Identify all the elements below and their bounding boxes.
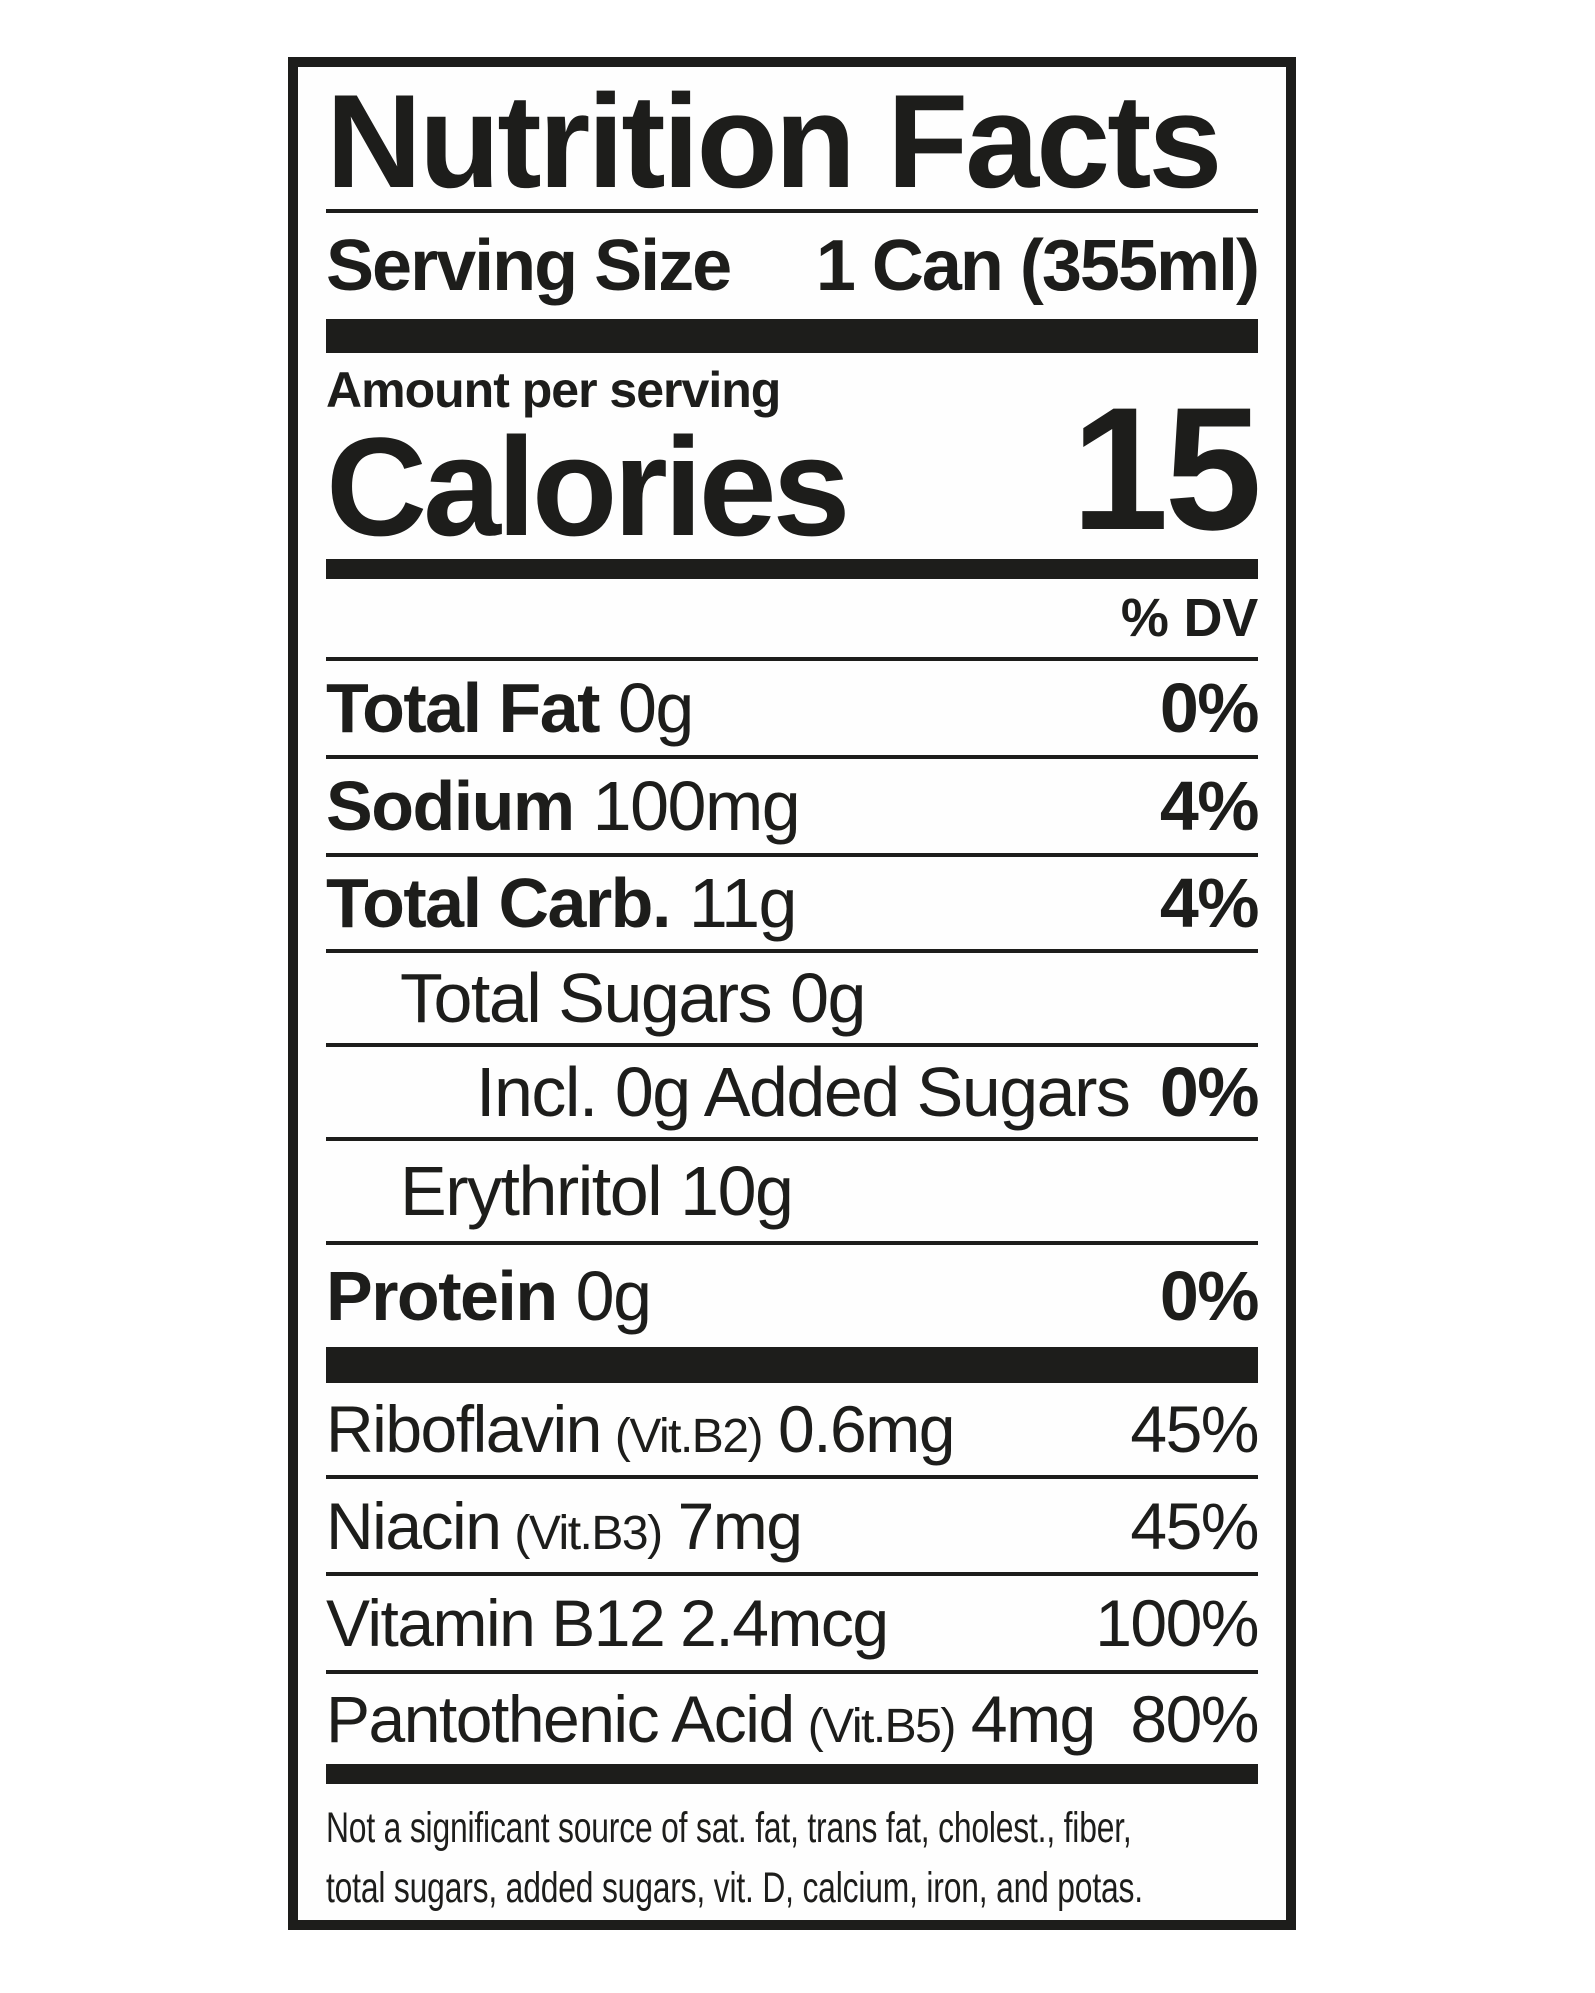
nutrient-percent: 0% bbox=[1159, 1053, 1260, 1131]
serving-size-value: 1 Can (355ml) bbox=[815, 226, 1260, 306]
vitamin-paren: (Vit.B3) bbox=[514, 1506, 663, 1560]
nutrient-name: Incl. 0g Added Sugars bbox=[476, 1053, 1131, 1131]
percent-dv-header-row: % DV bbox=[326, 579, 1258, 661]
nutrient-percent: 4% bbox=[1159, 767, 1260, 845]
nutrient-row-sodium: Sodium 100mg 4% bbox=[326, 759, 1260, 857]
vitamin-amount: 0.6mg bbox=[778, 1392, 955, 1466]
nutrient-amount: 0g bbox=[790, 959, 866, 1037]
vitamin-text: Riboflavin (Vit.B2) 0.6mg bbox=[326, 1391, 955, 1467]
serving-size-label: Serving Size bbox=[326, 226, 732, 306]
vitamin-percent: 80% bbox=[1130, 1682, 1259, 1756]
nutrient-row-total-carb: Total Carb. 11g 4% bbox=[326, 857, 1260, 953]
thick-divider-footnote bbox=[326, 1764, 1258, 1784]
vitamin-paren: (Vit.B2) bbox=[614, 1410, 764, 1463]
vitamin-text: Pantothenic Acid (Vit.B5) 4mg bbox=[326, 1681, 1096, 1757]
calories-value: 15 bbox=[1071, 372, 1262, 567]
vitamin-name: Pantothenic Acid bbox=[326, 1682, 795, 1756]
nutrient-name: Erythritol bbox=[400, 1152, 663, 1230]
nutrient-row-total-fat: Total Fat 0g 0% bbox=[326, 661, 1260, 759]
nutrient-percent: 0% bbox=[1159, 669, 1260, 747]
calories-row: Calories 15 bbox=[326, 382, 1262, 565]
nutrient-amount: 11g bbox=[688, 864, 798, 942]
nutrition-facts-label: Nutrition Facts Serving Size 1 Can (355m… bbox=[288, 57, 1296, 1930]
footnote-line-2: total sugars, added sugars, vit. D, calc… bbox=[326, 1864, 1143, 1913]
vitamin-percent: 45% bbox=[1130, 1488, 1259, 1563]
nutrient-percent: 0% bbox=[1159, 1257, 1260, 1335]
vitamin-percent: 100% bbox=[1095, 1586, 1259, 1660]
vitamin-text: Vitamin B12 2.4mcg bbox=[326, 1585, 889, 1661]
thick-divider-protein bbox=[326, 1347, 1258, 1383]
nutrient-amount: 0g bbox=[617, 669, 694, 747]
percent-dv-header: % DV bbox=[1120, 588, 1258, 648]
amount-per-serving-label: Amount per serving bbox=[326, 362, 781, 418]
vitamin-amount: 7mg bbox=[677, 1488, 803, 1563]
nutrient-name: Total Sugars bbox=[400, 959, 773, 1037]
vitamin-name: Riboflavin bbox=[326, 1392, 602, 1466]
nutrient-text: Sodium 100mg bbox=[326, 766, 801, 846]
calories-label: Calories bbox=[326, 408, 850, 565]
serving-size-row: Serving Size 1 Can (355ml) bbox=[326, 213, 1260, 319]
nutrient-text: Incl. 0g Added Sugars bbox=[326, 1052, 1131, 1132]
nutrient-amount: 0g bbox=[575, 1257, 652, 1335]
nutrient-row-protein: Protein 0g 0% bbox=[326, 1245, 1260, 1347]
nutrient-name: Total Fat bbox=[326, 669, 600, 747]
vitamin-text: Niacin (Vit.B3) 7mg bbox=[326, 1488, 803, 1564]
nutrient-text: Total Sugars 0g bbox=[326, 958, 866, 1038]
nutrient-text: Total Fat 0g bbox=[326, 668, 694, 748]
footnote-line-1: Not a significant source of sat. fat, tr… bbox=[326, 1804, 1132, 1852]
nutrient-row-added-sugars: Incl. 0g Added Sugars 0% bbox=[326, 1047, 1260, 1141]
nutrient-amount: 100mg bbox=[592, 767, 801, 845]
vitamin-row-pantothenic-acid: Pantothenic Acid (Vit.B5) 4mg 80% bbox=[326, 1674, 1259, 1764]
vitamin-amount: 4mg bbox=[970, 1682, 1096, 1756]
vitamin-percent: 45% bbox=[1130, 1392, 1259, 1466]
vitamin-row-b12: Vitamin B12 2.4mcg 100% bbox=[326, 1576, 1259, 1674]
vitamin-name: Vitamin B12 bbox=[326, 1586, 666, 1660]
nutrient-text: Total Carb. 11g bbox=[326, 863, 798, 943]
nutrient-text: Erythritol 10g bbox=[326, 1151, 794, 1231]
label-title: Nutrition Facts bbox=[326, 67, 1258, 213]
vitamin-name: Niacin bbox=[326, 1488, 502, 1563]
vitamin-paren: (Vit.B5) bbox=[807, 1700, 957, 1753]
nutrient-row-erythritol: Erythritol 10g bbox=[326, 1141, 1258, 1245]
thick-divider-top bbox=[326, 319, 1258, 353]
vitamin-row-niacin: Niacin (Vit.B3) 7mg 45% bbox=[326, 1479, 1259, 1576]
nutrient-row-total-sugars: Total Sugars 0g bbox=[326, 953, 1258, 1047]
nutrient-name: Sodium bbox=[326, 767, 575, 845]
vitamin-amount: 2.4mcg bbox=[680, 1586, 889, 1660]
nutrient-amount: 10g bbox=[680, 1152, 794, 1230]
nutrient-name: Protein bbox=[326, 1257, 558, 1335]
nutrient-text: Protein 0g bbox=[326, 1256, 652, 1336]
footnote: Not a significant source of sat. fat, tr… bbox=[326, 1784, 1258, 1918]
nutrient-name: Total Carb. bbox=[326, 864, 671, 942]
nutrient-percent: 4% bbox=[1159, 864, 1260, 942]
vitamin-row-riboflavin: Riboflavin (Vit.B2) 0.6mg 45% bbox=[326, 1383, 1259, 1479]
thick-divider-calories bbox=[326, 559, 1258, 579]
